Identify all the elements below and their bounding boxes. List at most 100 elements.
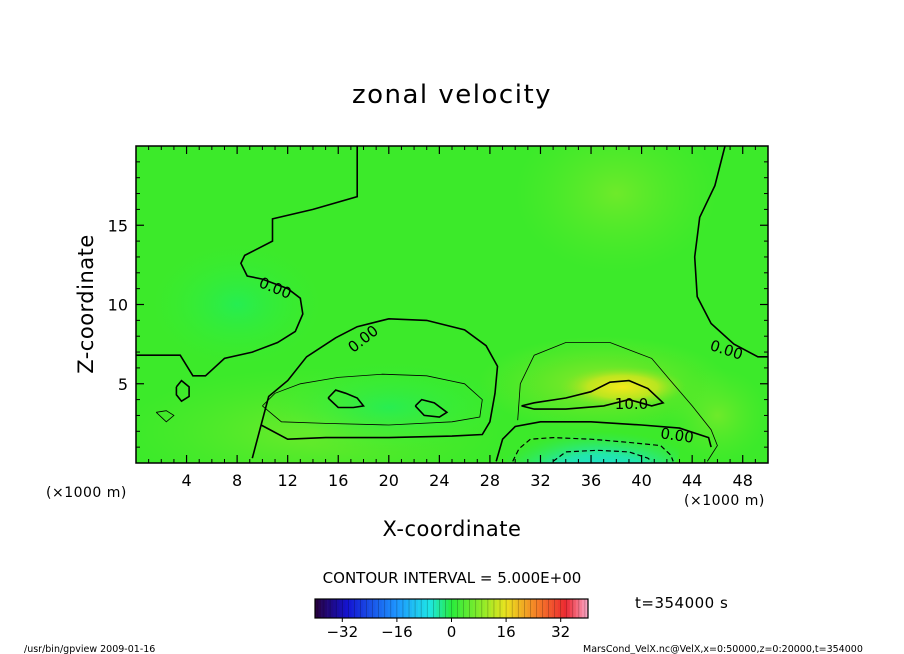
colorbar-segment — [460, 599, 464, 618]
x-tick-label: 24 — [429, 471, 449, 490]
colorbar-segment — [572, 599, 577, 618]
colorbar-segment — [406, 599, 410, 618]
x-tick-label: 48 — [733, 471, 753, 490]
colorbar-segment — [581, 599, 586, 618]
colorbar-segment — [333, 599, 337, 618]
colorbar-segment — [500, 599, 504, 618]
y-tick-label: 5 — [118, 375, 128, 394]
colorbar-segment — [375, 599, 379, 618]
colorbar-segment — [524, 599, 528, 618]
x-axis-unit-right: (×1000 m) — [684, 493, 765, 509]
colorbar-segment — [415, 599, 419, 618]
colorbar-segment — [530, 599, 534, 618]
x-axis-label: X-coordinate — [383, 517, 522, 541]
colorbar-segment — [318, 599, 322, 618]
colorbar-segment — [412, 599, 416, 618]
colorbar-segment — [372, 599, 376, 618]
contour-ten-jet — [521, 379, 665, 410]
colorbar-segment — [396, 599, 401, 618]
colorbar-ticks: −32 −16 0 16 32 — [326, 618, 570, 641]
x-tick-label: 36 — [581, 471, 601, 490]
colorbar-segment — [357, 599, 361, 618]
shade-jet — [559, 366, 686, 408]
colorbar-segment — [551, 599, 555, 618]
colorbar-segment — [369, 599, 373, 618]
colorbar-segment — [457, 599, 461, 618]
contour-zero-dome — [251, 317, 499, 459]
colorbar-segment — [548, 599, 552, 618]
colorbar-segment — [339, 599, 343, 618]
colorbar-tick-label: 16 — [497, 623, 516, 641]
colorbar-segment — [563, 599, 568, 618]
y-axis-label: Z-coordinate — [74, 234, 98, 374]
chart-title: zonal velocity — [352, 80, 552, 110]
colorbar-segment — [399, 599, 404, 618]
contour-five-right — [517, 342, 718, 462]
colorbar-segment — [487, 599, 492, 618]
shade-center — [262, 359, 516, 456]
colorbar-segment — [360, 599, 364, 618]
colorbar-segment — [363, 599, 367, 618]
colorbar-segment — [330, 599, 334, 618]
colorbar-segment — [402, 599, 407, 618]
x-tick-label: 32 — [530, 471, 550, 490]
colorbar-segment — [490, 599, 495, 618]
contour-zero-left — [136, 146, 358, 377]
x-tick-label: 20 — [379, 471, 399, 490]
contour-neg-ten — [552, 449, 653, 462]
x-tick-label: 16 — [328, 471, 348, 490]
shade-right-low — [666, 367, 768, 463]
x-tick-label: 12 — [278, 471, 298, 490]
contour-neg-five — [512, 436, 674, 462]
colorbar-segment — [448, 599, 452, 618]
colorbar-tick-label: 0 — [447, 623, 457, 641]
colorbar-segment — [493, 599, 498, 618]
colorbar-segment — [321, 599, 325, 618]
colorbar-segment — [409, 599, 413, 618]
colorbar-segment — [436, 599, 440, 618]
colorbar-tick-label: 32 — [551, 623, 570, 641]
colorbar-segment — [512, 599, 516, 618]
colorbar-segment — [536, 599, 540, 618]
colorbar-segment — [327, 599, 331, 618]
colorbar-segment — [378, 599, 383, 618]
x-tick-label: 4 — [181, 471, 191, 490]
colorbar-segment — [418, 599, 422, 618]
colorbar-segment — [554, 599, 558, 618]
colorbar-segment — [433, 599, 437, 618]
colorbar-segment — [584, 599, 589, 618]
colorbar-segment — [454, 599, 458, 618]
colorbar-segment — [424, 599, 428, 618]
colorbar-segment — [469, 599, 474, 618]
colorbar-segment — [351, 599, 355, 618]
contour-zero-right — [693, 146, 768, 358]
colorbar-segment — [421, 599, 425, 618]
x-tick-label: 8 — [232, 471, 242, 490]
colorbar-segment — [557, 599, 561, 618]
colorbar-segment — [515, 599, 519, 618]
x-axis: 4 8 12 16 20 24 28 32 36 40 44 48 — [148, 146, 756, 490]
colorbar-segment — [497, 599, 501, 618]
colorbar-segment — [506, 599, 510, 618]
shade-upper-left — [148, 241, 326, 368]
colorbar-segment — [533, 599, 537, 618]
colorbar-segment — [336, 599, 340, 618]
contour-label: 10.0 — [615, 395, 648, 413]
colorbar-segment — [475, 599, 480, 618]
colorbar-segment — [518, 599, 522, 618]
colorbar-segment — [354, 599, 358, 618]
contour-small-loop-d — [155, 410, 175, 423]
colorbar-segment — [521, 599, 525, 618]
colorbar-segment — [390, 599, 395, 618]
contour-lines — [136, 146, 768, 462]
colorbar-tick-label: −32 — [326, 623, 358, 641]
colorbar-segment — [503, 599, 507, 618]
colorbar-segment — [381, 599, 386, 618]
colorbar-segment — [466, 599, 470, 618]
colorbar-segment — [478, 599, 483, 618]
colorbar-segment — [439, 599, 443, 618]
shade-top-right — [515, 146, 718, 273]
colorbar-segment — [451, 599, 455, 618]
colorbar-segment — [445, 599, 449, 618]
